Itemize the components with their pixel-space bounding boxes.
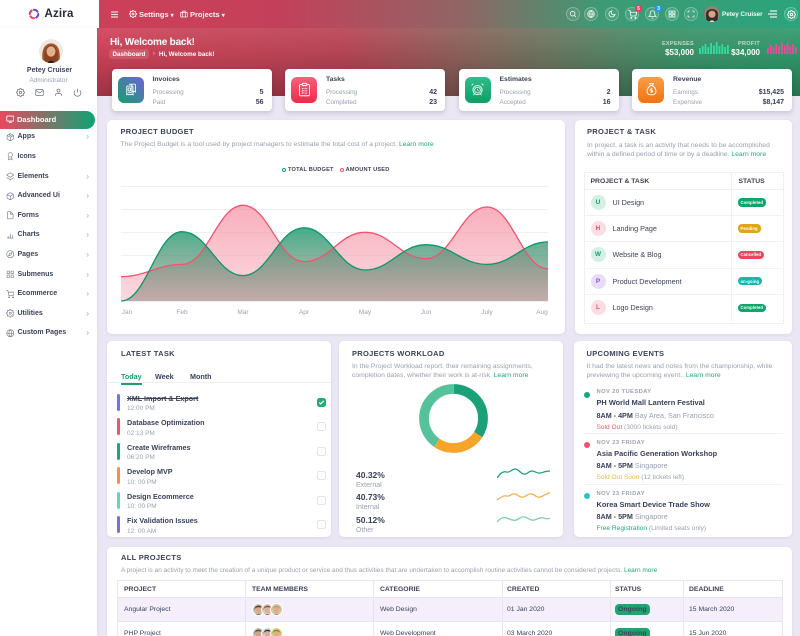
svg-text:July: July <box>481 309 493 316</box>
svg-text:Mar: Mar <box>237 309 249 316</box>
svg-text:Apr: Apr <box>298 309 309 316</box>
svg-text:Jun: Jun <box>420 309 431 316</box>
svg-text:Feb: Feb <box>176 309 188 316</box>
svg-text:Jan: Jan <box>121 309 132 316</box>
svg-text:May: May <box>358 309 371 316</box>
svg-text:Aug: Aug <box>536 309 548 316</box>
